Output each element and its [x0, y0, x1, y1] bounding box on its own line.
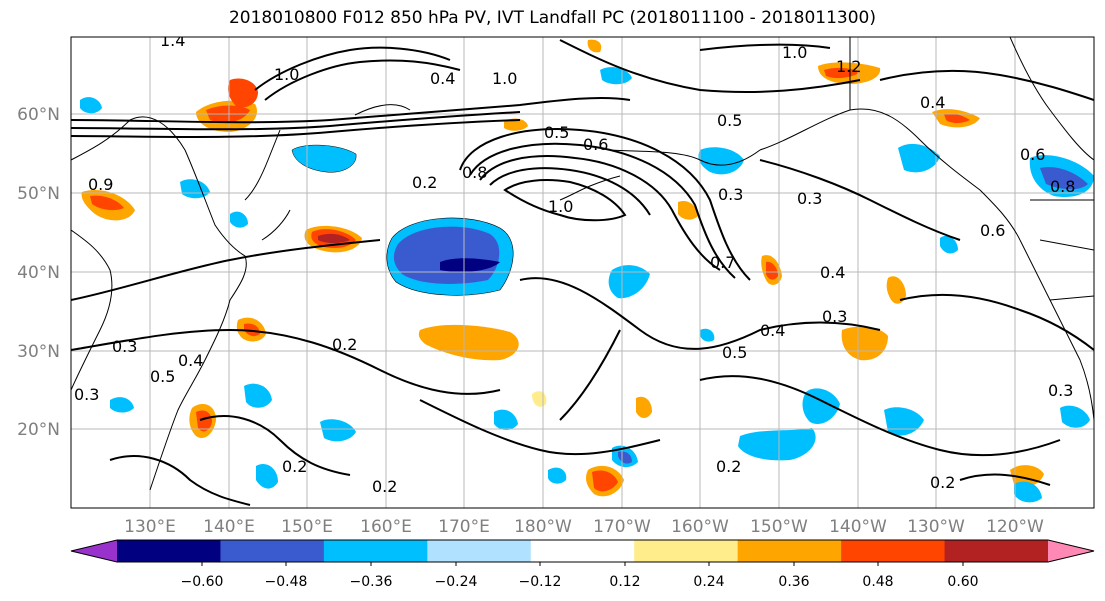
contour-label: 0.2 [412, 173, 437, 192]
contour-label: 0.5 [544, 123, 569, 142]
contour-label: 0.9 [88, 175, 113, 194]
contour-label: 0.8 [1050, 177, 1075, 196]
contour-label: 0.5 [717, 111, 742, 130]
colorbar-tick-label: −0.60 [181, 574, 224, 590]
ivt-contours [71, 39, 1094, 506]
lon-label: 130°E [124, 517, 176, 537]
contour-label: 0.5 [722, 343, 747, 362]
colorbar-tick-label: −0.48 [265, 574, 308, 590]
colorbar-tick-label: −0.36 [350, 574, 393, 590]
contour-label: 1.0 [274, 65, 299, 84]
contour-label: 0.2 [332, 335, 357, 354]
colorbar-tick-label: 0.12 [609, 574, 640, 590]
colorbar-tick-label: 0.36 [778, 574, 809, 590]
pv-shading [80, 39, 1094, 503]
contour-label: 0.2 [282, 457, 307, 476]
colorbar [70, 539, 1095, 566]
colorbar-segment [737, 540, 842, 562]
contour-label: 1.0 [548, 197, 573, 216]
contour-label: 0.4 [178, 351, 203, 370]
colorbar-segment [634, 540, 739, 562]
lat-label: 20°N [17, 420, 60, 440]
lat-label: 60°N [17, 105, 60, 125]
contour-label: 1.0 [492, 69, 517, 88]
colorbar-segment [323, 540, 428, 562]
lon-label: 120°W [986, 517, 1044, 537]
colorbar-tick-labels: −0.60 −0.48 −0.36 −0.24 −0.12 0.12 0.24 … [181, 574, 979, 590]
lon-label: 140°E [203, 517, 255, 537]
coastlines [71, 37, 1094, 491]
colorbar-outline [70, 539, 1095, 563]
contour-label: 0.6 [980, 221, 1005, 240]
contour-labels: 1.4 1.0 1.0 1.2 0.4 0.5 0.6 0.5 0.2 0.8 … [74, 31, 1075, 496]
map-frame [70, 36, 1095, 509]
lat-label: 40°N [17, 263, 60, 283]
colorbar-segment [841, 540, 946, 562]
colorbar-extend-low [71, 540, 117, 562]
colorbar-segment [427, 540, 532, 562]
contour-label: 0.8 [462, 163, 487, 182]
contour-label: 0.4 [820, 263, 845, 282]
colorbar-tick-label: −0.24 [435, 574, 478, 590]
colorbar-segment [220, 540, 325, 562]
lon-label: 170°E [438, 517, 490, 537]
lon-label: 170°W [593, 517, 651, 537]
contour-label: 0.2 [716, 457, 741, 476]
contour-label: 0.5 [150, 367, 175, 386]
lon-label: 150°W [750, 517, 808, 537]
contour-label: 0.4 [760, 321, 785, 340]
contour-label: 0.2 [930, 473, 955, 492]
lat-label: 50°N [17, 184, 60, 204]
colorbar-segment [530, 540, 635, 562]
lon-label: 160°E [360, 517, 412, 537]
longitude-labels: 130°E 140°E 150°E 160°E 170°E 180°W 170°… [124, 517, 1044, 537]
map-title: 2018010800 F012 850 hPa PV, IVT Landfall… [228, 8, 876, 28]
lat-label: 30°N [17, 342, 60, 362]
contour-label: 0.3 [74, 385, 99, 404]
contour-label: 0.6 [583, 135, 608, 154]
colorbar-tick-label: −0.12 [519, 574, 562, 590]
contour-label: 0.3 [718, 185, 743, 204]
lon-label: 160°W [671, 517, 729, 537]
colorbar-tick-label: 0.60 [947, 574, 978, 590]
contour-label: 0.4 [430, 69, 455, 88]
contour-label: 0.7 [710, 253, 735, 272]
contour-label: 0.3 [1048, 381, 1073, 400]
latitude-labels: 60°N 50°N 40°N 30°N 20°N [17, 105, 60, 440]
colorbar-tick-label: 0.24 [693, 574, 724, 590]
contour-label: 1.2 [836, 57, 861, 76]
contour-label: 0.3 [112, 337, 137, 356]
colorbar-segment [117, 540, 221, 562]
colorbar-extend-high [1048, 540, 1094, 562]
contour-label: 1.0 [782, 43, 807, 62]
contour-label: 0.6 [1020, 145, 1045, 164]
colorbar-tick-label: 0.48 [862, 574, 893, 590]
contour-label: 0.2 [372, 477, 397, 496]
lon-label: 130°W [907, 517, 965, 537]
colorbar-segment [944, 540, 1049, 562]
contour-label: 0.3 [822, 307, 847, 326]
contour-label: 1.4 [160, 31, 185, 50]
contour-label: 0.4 [920, 93, 945, 112]
contour-label: 0.3 [797, 189, 822, 208]
lon-label: 140°W [829, 517, 887, 537]
lon-label: 180°W [514, 517, 572, 537]
lon-label: 150°E [281, 517, 333, 537]
